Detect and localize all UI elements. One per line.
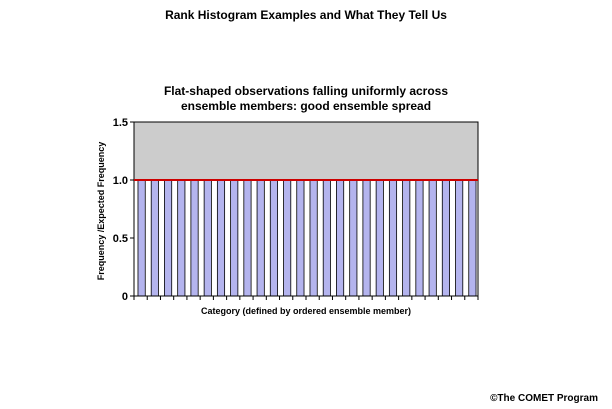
- bar: [190, 179, 199, 297]
- bar: [243, 179, 252, 297]
- bar: [256, 179, 265, 297]
- y-tick-label: 1.5: [113, 117, 128, 129]
- bar: [388, 179, 398, 297]
- bar: [349, 179, 358, 297]
- bar: [296, 179, 305, 297]
- chart-title: Flat-shaped observations falling uniform…: [136, 84, 476, 114]
- page-title: Rank Histogram Examples and What They Te…: [165, 8, 447, 22]
- bar: [283, 179, 292, 297]
- shaded-region: [134, 122, 478, 180]
- copyright-text: ©The COMET Program: [490, 393, 598, 404]
- bar: [441, 179, 450, 297]
- bar: [455, 179, 464, 297]
- bar: [177, 179, 186, 297]
- bar: [428, 179, 437, 297]
- bar: [230, 179, 239, 297]
- x-axis-label: Category (defined by ordered ensemble me…: [201, 306, 411, 316]
- y-tick-label: 0: [122, 291, 128, 303]
- bar: [150, 179, 159, 297]
- chart-title-line-2: ensemble members: good ensemble spread: [180, 99, 432, 113]
- bar: [336, 179, 345, 297]
- bar: [309, 179, 318, 297]
- bar: [164, 179, 173, 297]
- bar: [375, 179, 384, 297]
- bar: [415, 179, 424, 297]
- bar: [137, 179, 146, 297]
- bar: [362, 179, 371, 297]
- y-tick-label: 1.0: [113, 175, 128, 187]
- bar: [402, 179, 411, 297]
- bar: [216, 179, 226, 297]
- bar: [468, 179, 477, 297]
- y-axis-label: Frequency /Expected Frequency: [96, 142, 106, 281]
- y-tick-label: 0.5: [113, 233, 128, 245]
- bar: [203, 179, 212, 297]
- chart-title-line-1: Flat-shaped observations falling uniform…: [163, 84, 449, 98]
- bar: [269, 179, 278, 297]
- bar: [322, 179, 331, 297]
